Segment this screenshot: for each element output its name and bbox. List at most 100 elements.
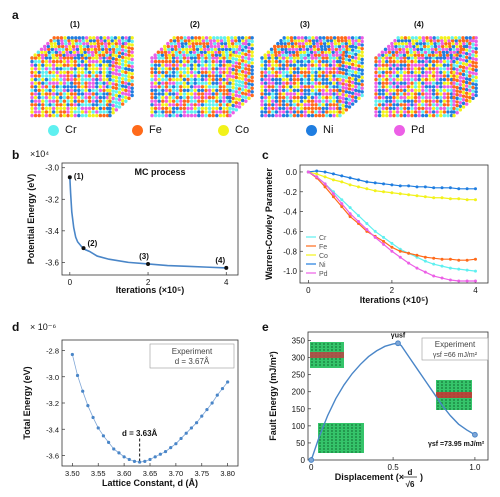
data-point [226,380,230,384]
y-tick-label: 50 [296,439,305,448]
series-point [465,268,469,272]
series-point [365,222,369,226]
y-axis-label: Potential Energy (eV) [26,174,36,265]
panel-c-letter: c [262,148,269,162]
panel-e-letter: e [262,320,269,334]
snapshot-label: (4) [414,20,424,29]
x-axis-label-frac-den: √6 [406,480,415,489]
series-point [432,262,436,266]
x-tick-label: 4 [473,286,478,295]
series-point [457,279,461,283]
snapshot-marker [224,265,229,270]
data-point [153,455,157,459]
legend-dot [306,124,317,136]
y-tick-label: 250 [292,371,306,380]
chart-c: 0 2 4 0.0 -0.2 -0.4 -0.6 -0.8 -1.0 Iterations (×1… [264,164,489,305]
atomic-configuration-cube [30,36,134,118]
series-point [348,183,352,187]
legend-label: Ni [323,124,334,136]
series-point [315,169,319,173]
legend-label: Co [235,124,250,136]
series-point [440,257,444,261]
data-point [86,404,90,408]
series-point [373,189,377,193]
data-point [189,426,194,430]
series-point [457,187,461,191]
y-multiplier: × 10⁻⁶ [30,322,57,332]
data-point [91,415,95,420]
data-point [106,440,111,444]
series-point [432,186,436,190]
series-point [432,196,436,200]
series-point [331,178,335,182]
data-point [169,446,173,450]
series-point [423,259,427,263]
data-point [158,452,162,456]
series-point [340,202,344,206]
x-tick-label: 0 [306,286,311,295]
atomic-configuration-cube [260,36,364,118]
experiment-legend-box [149,343,235,369]
legend-item-pd: Pd [394,124,424,136]
series-point [315,175,319,179]
series-point [331,192,335,196]
data-point [194,421,199,425]
series-point [457,197,461,201]
legend-label: Co [319,253,328,260]
x-axis-label: Lattice Constant, d (Å) [102,478,198,488]
series-point [340,205,344,209]
series-point [382,242,386,246]
series-point [382,235,386,239]
data-point [75,373,80,378]
sf-label: γsf =73.95 mJ/m² [428,441,485,448]
data-point [163,449,168,454]
series-point [356,185,360,189]
panel-b-letter: b [12,148,20,162]
x-tick-label: 2 [146,278,151,287]
legend-dot [132,124,143,136]
legend-dot [48,124,59,136]
series-point [398,249,402,253]
legend-label: Fe [319,244,327,251]
series-point [356,220,360,224]
series-point [365,180,369,184]
data-point [184,431,188,435]
y-tick-label: -1.0 [283,267,297,276]
stable-fault-thumbnail [436,380,472,410]
y-tick-label: 200 [292,388,306,397]
plot-frame [61,162,239,276]
x-axis-label: Iterations (×10⁵) [360,295,429,305]
legend-label: Fe [149,124,162,136]
chart-d: 3.50 3.55 3.60 3.65 3.70 3.75 3.80 -2.8 -3.0 -3.2… [22,322,239,488]
series-point [373,235,377,239]
data-point [122,455,126,459]
series-point [448,266,452,270]
data-point [117,451,121,455]
legend-label: Ni [319,262,326,269]
series-point [440,276,444,280]
series-point [407,251,411,255]
legend-item-co: Co [218,124,249,136]
x-tick-label: 2 [390,286,395,295]
series-point [390,249,394,253]
atomic-configuration-cube [150,36,254,118]
plot-frame [307,331,489,461]
snapshot-marker [81,246,86,251]
series-point [390,191,394,195]
series-point [348,215,352,219]
x-tick-label: 0 [68,278,73,287]
atomic-configuration-cube [374,36,478,118]
legend-line1: Experiment [435,340,476,349]
series-point [373,181,377,185]
y-tick-label: 350 [292,337,306,346]
x-tick-label: 3.75 [194,469,209,478]
series-point [348,206,352,210]
series-point [473,279,477,283]
y-multiplier: ×10⁴ [30,149,49,159]
series-point [457,267,461,271]
y-tick-label: -3.6 [46,452,59,461]
series-point [415,266,419,270]
series-point [457,258,461,262]
series-point [407,184,411,188]
x-tick-label: 3.55 [91,469,106,478]
